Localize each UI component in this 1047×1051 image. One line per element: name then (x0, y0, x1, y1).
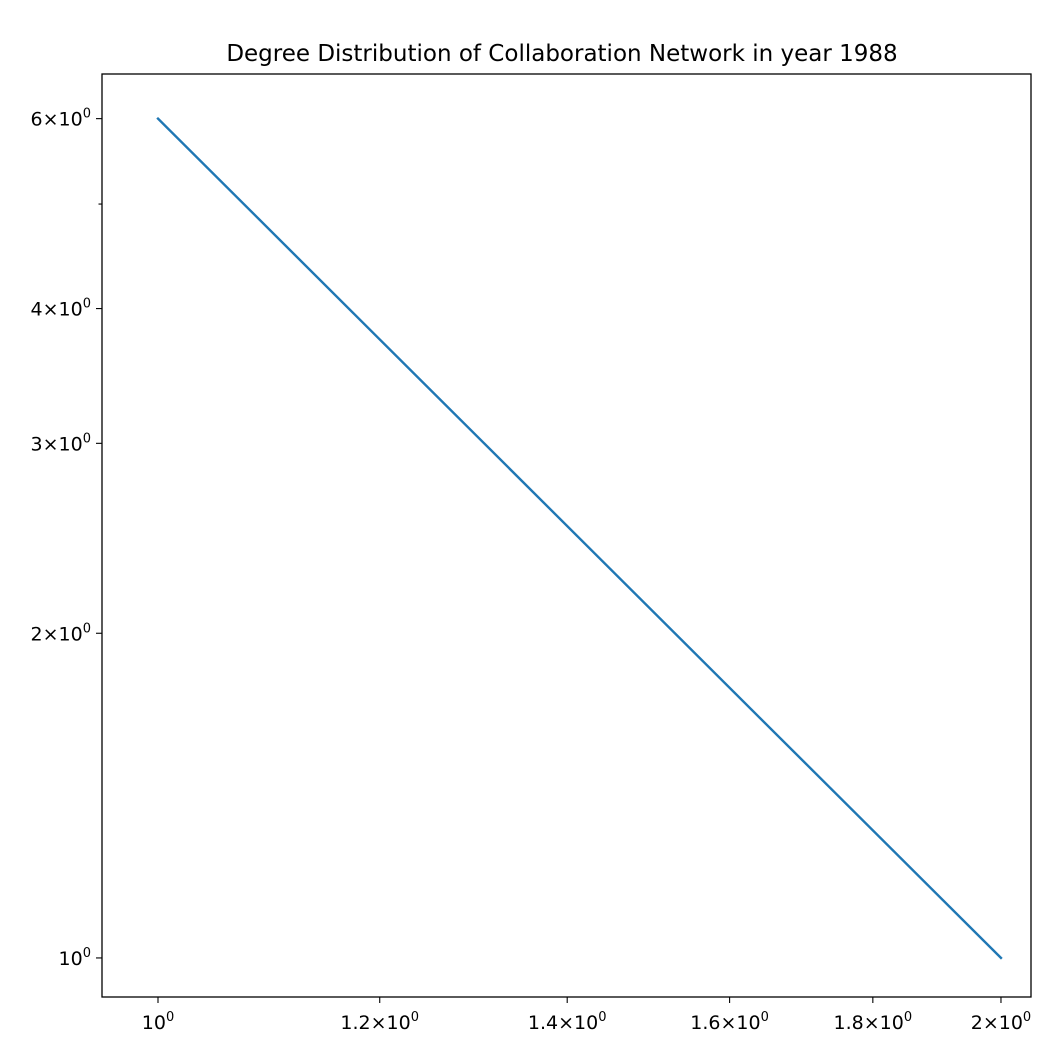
y-tick-label-0-exponent: 0 (83, 946, 91, 961)
x-tick-label-1-base: 1.2×10 (340, 1012, 410, 1034)
x-tick-label-3-base: 1.6×10 (690, 1012, 760, 1034)
axes-frame (101, 73, 1032, 998)
x-tick-label-5: 2×100 (971, 1010, 1031, 1034)
y-tick-label-2-exponent: 0 (83, 431, 91, 446)
x-tick-label-4-base: 1.8×10 (834, 1012, 904, 1034)
y-tick-label-0: 100 (59, 946, 91, 970)
x-tick-label-0-exponent: 0 (166, 1010, 174, 1025)
y-tick-label-2: 3×100 (31, 431, 91, 455)
x-tick-label-3: 1.6×100 (690, 1010, 769, 1034)
y-tick-label-3: 4×100 (31, 297, 91, 321)
x-tick-label-1-exponent: 0 (411, 1010, 419, 1025)
x-tick-label-2-base: 1.4×10 (528, 1012, 598, 1034)
y-tick-label-4-base: 6×10 (31, 109, 83, 131)
y-tick-label-3-base: 4×10 (31, 299, 83, 321)
y-tick-label-3-exponent: 0 (83, 297, 91, 312)
x-axis: 100 1.2×100 1.4×100 1.6×100 1.8×100 2×100 (142, 997, 1031, 1034)
plot-area (156, 116, 1003, 960)
y-tick-label-1: 2×100 (31, 621, 91, 645)
x-tick-label-3-exponent: 0 (761, 1010, 769, 1025)
y-tick-label-2-base: 3×10 (31, 433, 83, 455)
y-tick-label-1-exponent: 0 (83, 621, 91, 636)
y-tick-label-0-base: 10 (59, 948, 83, 970)
x-tick-label-5-exponent: 0 (1023, 1010, 1031, 1025)
x-tick-label-4-exponent: 0 (904, 1010, 912, 1025)
y-tick-label-4: 6×100 (31, 107, 91, 131)
series-line-0 (156, 116, 1003, 960)
y-tick-label-1-base: 2×10 (31, 623, 83, 645)
y-tick-label-4-exponent: 0 (83, 107, 91, 122)
x-tick-label-4: 1.8×100 (834, 1010, 913, 1034)
x-tick-label-2-exponent: 0 (598, 1010, 606, 1025)
x-tick-label-1: 1.2×100 (340, 1010, 419, 1034)
chart-title: Degree Distribution of Collaboration Net… (226, 41, 897, 67)
x-tick-label-2: 1.4×100 (528, 1010, 607, 1034)
x-tick-label-0: 100 (142, 1010, 174, 1034)
x-tick-label-5-base: 2×10 (971, 1012, 1023, 1034)
x-tick-label-0-base: 10 (142, 1012, 166, 1034)
